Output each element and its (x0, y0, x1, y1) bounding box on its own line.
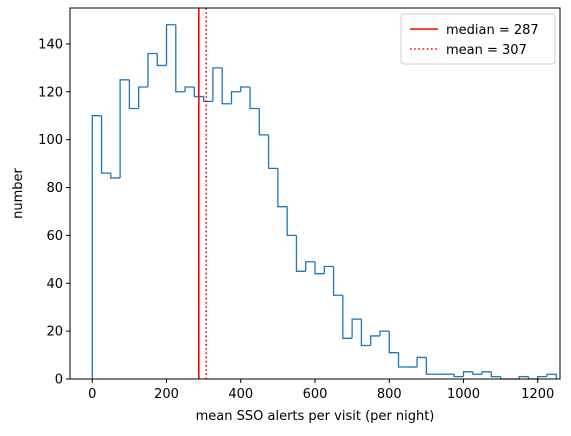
x-tick-label: 0 (88, 387, 96, 402)
y-tick-label: 120 (38, 85, 63, 100)
y-tick-label: 80 (46, 181, 63, 196)
y-tick-label: 140 (38, 37, 63, 52)
legend-mean-label: mean = 307 (446, 43, 527, 58)
x-tick-label: 800 (377, 387, 402, 402)
x-tick-label: 200 (154, 387, 179, 402)
y-tick-label: 40 (46, 277, 63, 292)
x-axis-ticks: 0 200 400 600 800 1000 1200 (88, 379, 554, 402)
legend: median = 287 mean = 307 (401, 14, 555, 64)
x-tick-label: 600 (303, 387, 328, 402)
y-tick-label: 100 (38, 133, 63, 148)
y-tick-label: 20 (46, 325, 63, 340)
y-axis-ticks: 0 20 40 60 80 100 120 140 (38, 37, 70, 387)
y-tick-label: 60 (46, 229, 63, 244)
legend-median-label: median = 287 (446, 23, 539, 38)
x-tick-label: 1200 (521, 387, 554, 402)
y-tick-label: 0 (55, 373, 63, 388)
x-tick-label: 1000 (447, 387, 480, 402)
x-tick-label: 400 (228, 387, 253, 402)
y-axis-label: number (11, 167, 26, 218)
x-axis-label: mean SSO alerts per visit (per night) (196, 409, 435, 424)
